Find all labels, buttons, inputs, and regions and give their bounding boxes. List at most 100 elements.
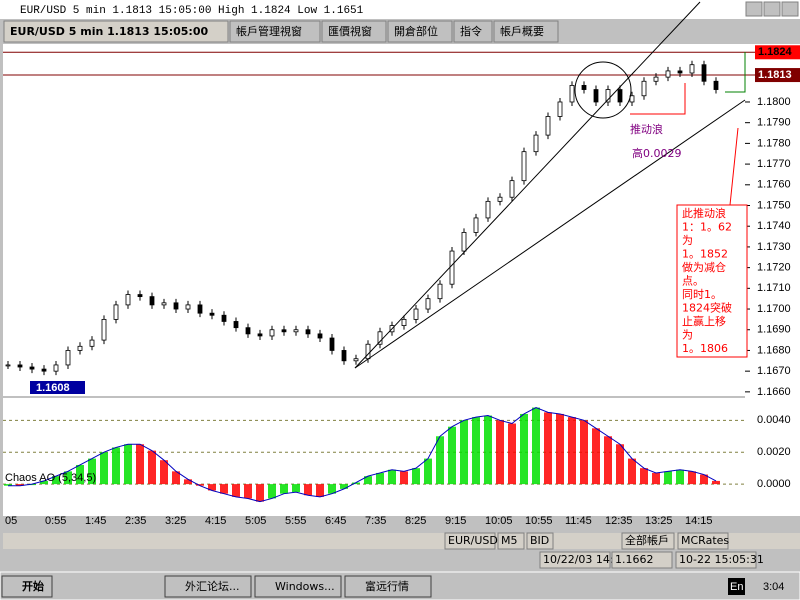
ao-bar [244,484,252,499]
y-tick-label: 0.0040 [757,414,791,426]
ao-bar [652,472,660,485]
ao-bar [328,484,336,494]
ao-bar [100,452,108,485]
note-line: 做为减仓 [682,260,726,274]
left-tag-label: 1.1608 [36,382,70,394]
status-field[interactable] [526,532,554,550]
candle [317,333,323,339]
ao-bar [508,423,516,485]
task-button[interactable] [344,575,432,598]
status-text: MCRates [681,534,729,547]
note-line: 1：1。62 [682,221,732,234]
candle [509,180,515,198]
y-tick-label: 1.1700 [757,303,791,315]
status-text: 10/22/03 14:55 [543,553,628,566]
candle [41,368,47,372]
candle [413,308,419,320]
x-tick-label: 10:55 [525,515,553,527]
candle [473,217,479,233]
y-tick-label: 1.1660 [757,386,791,398]
tab-label: 匯價視窗 [328,24,372,38]
ao-bar [4,484,12,486]
ao-bar [616,444,624,485]
y-tick-label: 1.1730 [757,241,791,253]
candle [329,337,335,351]
note-line: 点。 [682,275,704,288]
task-button[interactable] [254,575,342,598]
candle [497,196,503,202]
tab[interactable] [493,20,559,43]
candle [545,116,551,136]
ao-bar [292,484,300,493]
x-tick-label: 12:35 [605,515,633,527]
ao-bar [424,458,432,485]
task-button[interactable] [164,575,252,598]
candle [653,76,659,82]
tab[interactable] [229,20,321,43]
candle [233,321,239,329]
candle [269,329,275,337]
candle [677,70,683,74]
ao-bar [448,426,456,485]
y-tick-label: 1.1720 [757,262,791,274]
y-tick-label: 1.1780 [757,137,791,149]
tab[interactable] [3,20,229,43]
ao-bar [412,468,420,485]
candle [17,364,23,368]
minimize[interactable] [745,1,763,17]
task-label: 富远行情 [365,579,409,593]
ao-bar [64,471,72,485]
candle [53,364,59,372]
candle [461,232,467,252]
green-marker [725,52,746,93]
tab[interactable] [453,20,493,43]
y-tick-label: 0.0020 [757,446,791,458]
highlight-circle [574,61,632,119]
candle [77,345,83,351]
note-line: 为 [682,329,693,342]
tab[interactable] [321,20,387,43]
ao-bar [352,482,360,485]
status-field[interactable] [444,532,496,550]
start-button[interactable] [1,575,53,598]
ao-bar [136,444,144,485]
x-tick-label: 11:45 [565,515,592,527]
ao-bar [640,468,648,485]
ao-bar [628,458,636,485]
ao-bar [52,476,60,485]
status-field[interactable] [677,532,729,550]
ao-bar [172,471,180,485]
candle [425,298,431,310]
x-tick-label: 05 [5,515,17,527]
close[interactable] [781,1,799,17]
red-marker [729,127,739,206]
ao-bar [184,479,192,485]
status-field[interactable] [621,532,675,550]
y-tick-label: 1.1690 [757,324,791,336]
x-tick-label: 1:45 [85,515,106,527]
ao-bar [688,471,696,485]
price-tag-label: 1.1813 [758,69,792,81]
candle [89,339,95,347]
scroll-bar[interactable] [3,533,800,549]
candle [65,350,71,366]
annotation: 推动浪 [630,122,663,136]
ao-bar [160,460,168,485]
candle [689,64,695,74]
status-text: M5 [501,534,518,547]
maximize[interactable] [763,1,781,17]
red-marker [630,83,686,115]
tab[interactable] [387,20,453,43]
ao-bar [436,436,444,485]
status-field[interactable] [497,532,525,550]
ao-bar [40,480,48,485]
x-tick-label: 7:35 [365,515,386,527]
note-line: 同时1。 [682,288,722,301]
ao-bar [76,464,84,485]
x-tick-label: 8:25 [405,515,426,527]
tab-label: EUR/USD 5 min 1.1813 15:05:00 [10,25,208,38]
left-tag [30,381,85,394]
candle [173,302,179,310]
